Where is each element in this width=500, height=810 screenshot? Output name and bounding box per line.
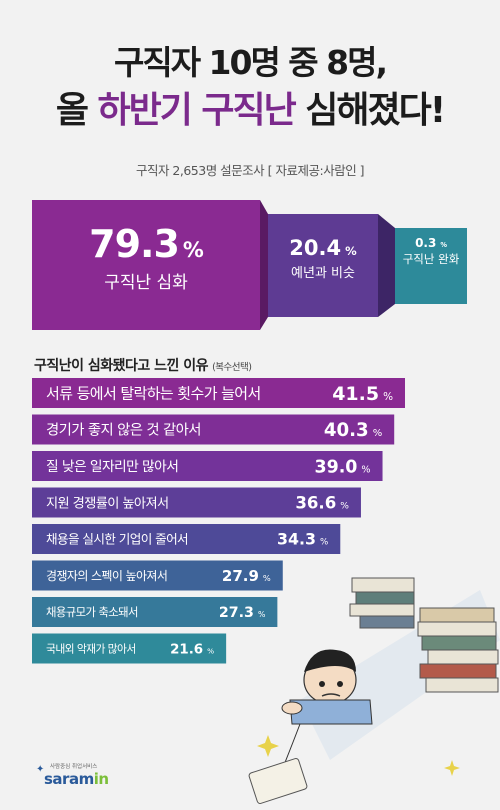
- character: [281, 649, 373, 725]
- bar-1: [32, 378, 405, 408]
- sparkles: [257, 735, 460, 776]
- summary-better-label: 구직난 완화: [402, 252, 460, 266]
- bar-label-1: 서류 등에서 탈락하는 횟수가 늘어서: [46, 384, 261, 402]
- bar-value-7: 27.3%: [219, 605, 265, 621]
- reasons-note: (복수선택): [212, 362, 252, 373]
- book-stack-left: [349, 577, 415, 629]
- bar-value-8: 21.6%: [170, 642, 214, 657]
- logo-brand: saramin: [44, 770, 109, 788]
- bar-value-4: 36.6%: [295, 493, 349, 512]
- title-line-2-post: 심해졌다!: [294, 90, 446, 131]
- bar-value-6: 27.9%: [222, 567, 271, 585]
- summary-box-similar: 20.4% 예년과 비슷: [268, 214, 378, 317]
- bar-8: [32, 633, 227, 664]
- bar-5: [32, 524, 341, 554]
- title-line-2: 올 하반기 구직난 심해졌다!: [0, 86, 500, 136]
- bar-4: [32, 487, 361, 518]
- title-highlight: 하반기 구직난: [97, 90, 296, 131]
- saramin-logo: ✦ 사람중심 취업서비스 saramin: [36, 762, 116, 794]
- bar-label-3: 질 낮은 일자리만 많아서: [46, 459, 178, 475]
- summary-worse-label: 구직난 심화: [104, 273, 188, 293]
- bar-label-8: 국내외 악재가 많아서: [46, 642, 136, 655]
- bar-3: [32, 451, 383, 481]
- title-line-2-pre: 올: [55, 90, 98, 131]
- bar-value-3: 39.0%: [315, 457, 371, 477]
- bar-value-2: 40.3%: [324, 420, 382, 441]
- bar-label-4: 지원 경쟁률이 높아져서: [46, 495, 169, 511]
- box2-side: [378, 214, 395, 317]
- summary-similar-label: 예년과 비슷: [291, 266, 355, 281]
- summary-box-depth: [260, 200, 395, 330]
- summary-box-worse: 79.3% 구직난 심화: [32, 200, 260, 330]
- bar-label-2: 경기가 좋지 않은 것 같아서: [46, 422, 201, 439]
- bar-label-5: 채용을 실시한 기업이 줄어서: [46, 532, 188, 547]
- book-stack-right: [417, 607, 499, 693]
- page-title: 구직자 10명 중 8명, 올 하반기 구직난 심해졌다!: [0, 40, 500, 136]
- id-badge: [248, 723, 308, 804]
- summary-better-value: 0.3%: [415, 236, 447, 250]
- bar-value-1: 41.5%: [332, 383, 393, 405]
- summary-similar-value: 20.4%: [289, 236, 357, 260]
- reasons-title: 구직난이 심화됐다고 느낀 이유 (복수선택): [34, 358, 252, 374]
- summary-box-better: 0.3% 구직난 완화: [395, 228, 467, 304]
- logo-tagline: 사람중심 취업서비스: [50, 764, 98, 770]
- bar-6: [32, 560, 283, 591]
- bar-label-6: 경쟁자의 스펙이 높아져서: [46, 569, 167, 583]
- bar-label-7: 채용규모가 축소돼서: [46, 605, 138, 619]
- logo-star-icon: ✦: [36, 764, 45, 775]
- box1-side: [260, 200, 268, 330]
- summary-worse-value: 79.3%: [89, 222, 204, 266]
- title-line-1: 구직자 10명 중 8명,: [113, 43, 388, 82]
- bar-value-5: 34.3%: [277, 530, 328, 549]
- survey-subtitle: 구직자 2,653명 설문조사 [ 자료제공:사람인 ]: [135, 163, 365, 178]
- bar-7: [32, 597, 278, 627]
- bar-2: [32, 414, 395, 445]
